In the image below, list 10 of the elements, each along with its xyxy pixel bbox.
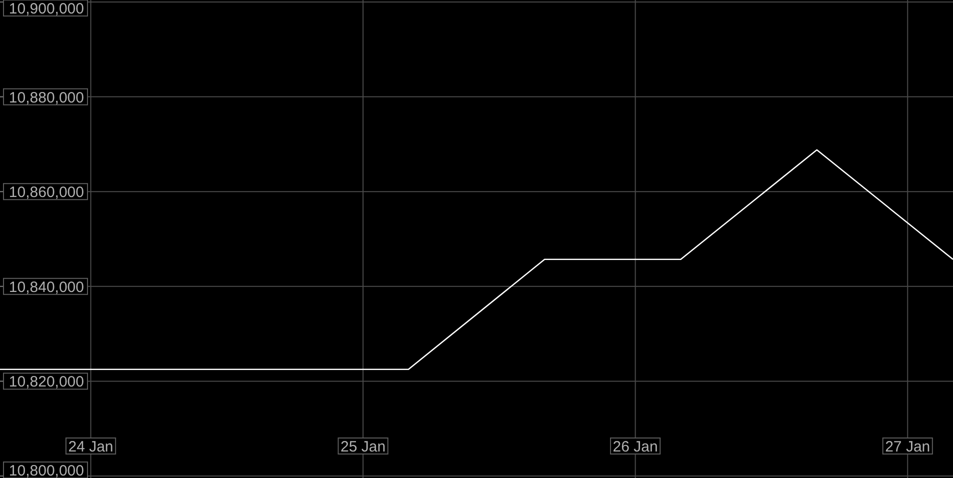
y-tick-label: 10,800,000 [8, 462, 84, 478]
x-tick-label: 27 Jan [885, 438, 930, 456]
y-tick-label: 10,860,000 [8, 184, 84, 202]
y-tick-label: 10,820,000 [8, 374, 84, 391]
y-tick-label: 10,880,000 [8, 89, 84, 106]
x-tick-label: 25 Jan [340, 438, 386, 456]
x-tick-label: 24 Jan [68, 438, 114, 456]
x-tick-label: 26 Jan [612, 438, 658, 456]
y-tick-label: 10,900,000 [8, 0, 84, 18]
y-tick-label: 10,840,000 [8, 278, 84, 296]
